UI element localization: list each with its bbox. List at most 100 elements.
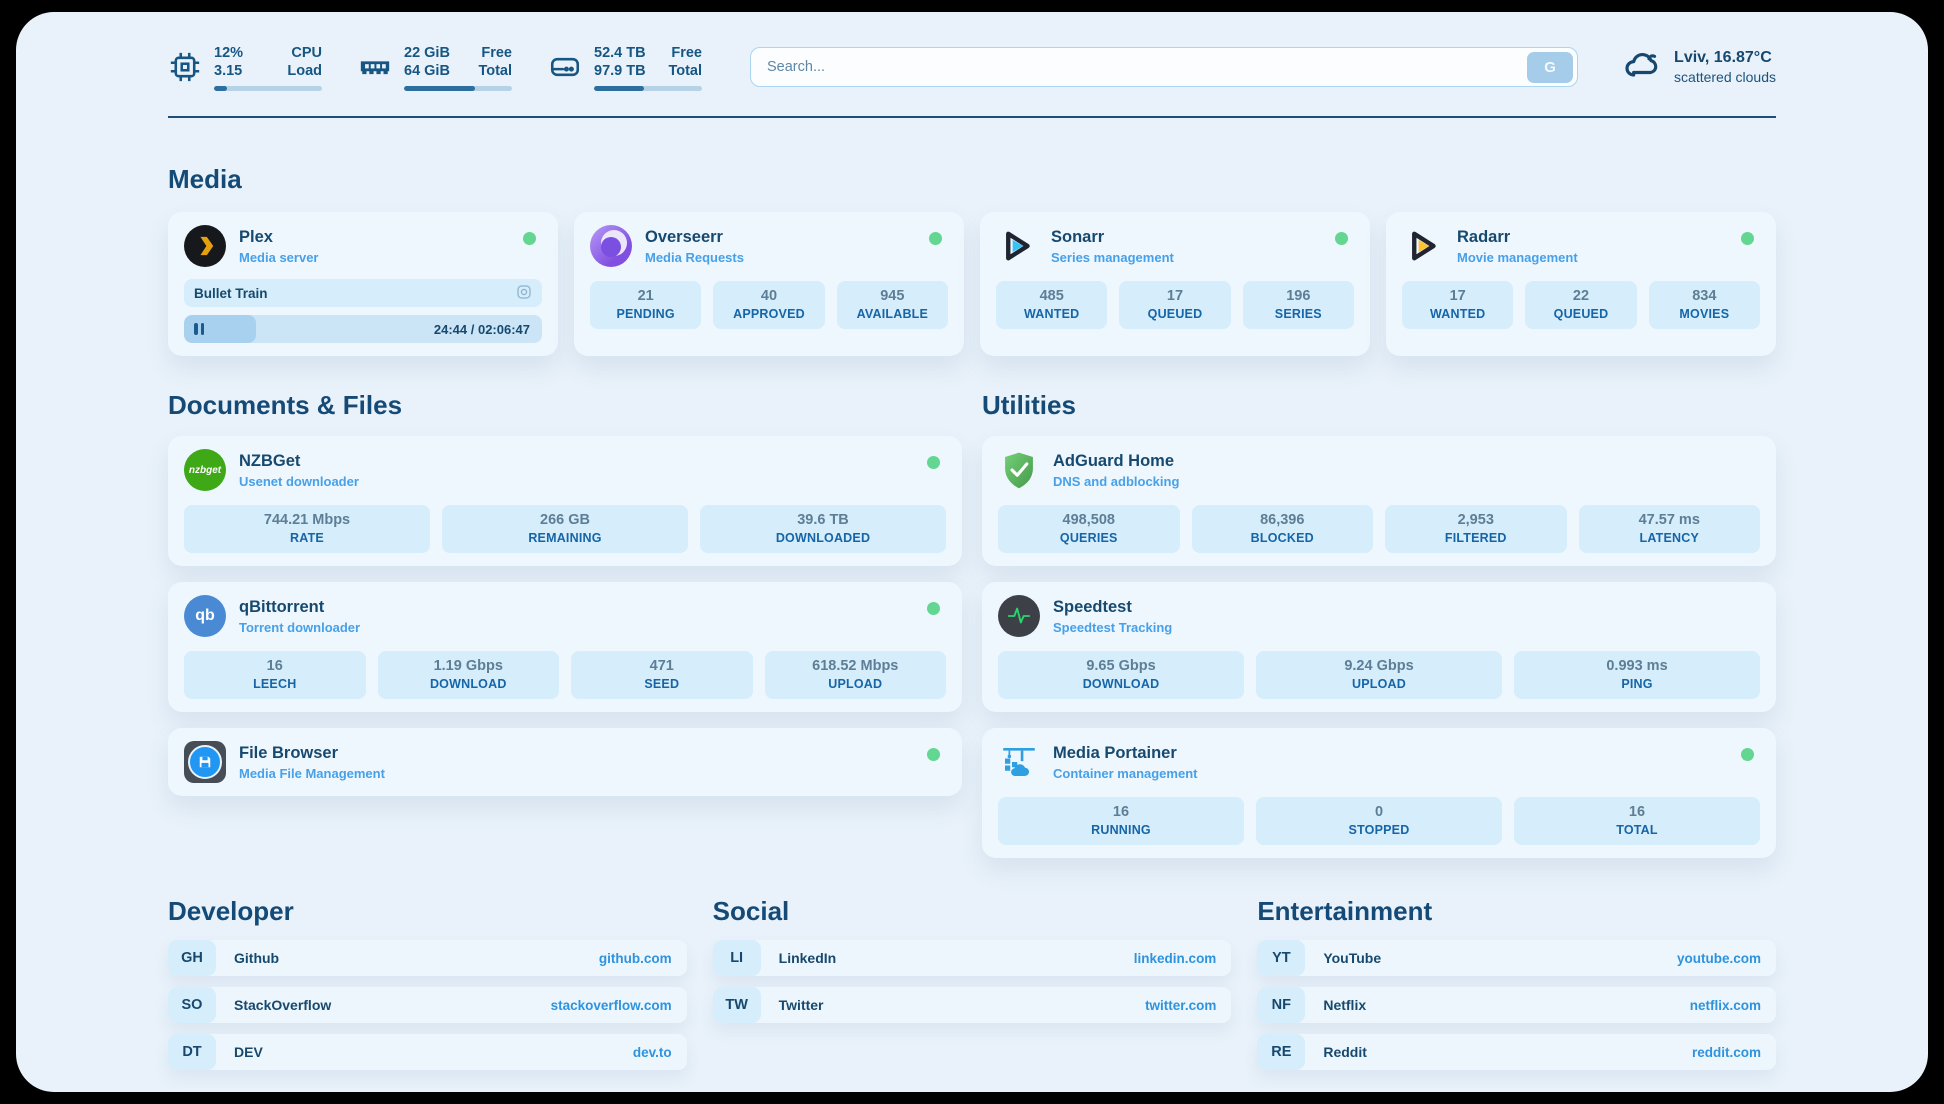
memory-stat: 22 GiB 64 GiB Free Total xyxy=(358,44,512,91)
speedtest-icon xyxy=(998,595,1040,637)
card-title: NZBGet xyxy=(239,451,301,470)
cpu-icon xyxy=(168,50,202,84)
developer-section: Developer GH Github github.com SO StackO… xyxy=(168,896,687,1081)
disk-label-2: Total xyxy=(668,62,702,79)
search-engine-button[interactable]: G xyxy=(1527,51,1574,83)
card-qbittorrent[interactable]: qb qBittorrent Torrent downloader 16 LEE… xyxy=(168,582,962,712)
stat-leech: 16 LEECH xyxy=(184,651,366,699)
system-stats: 12% 3.15 CPU Load xyxy=(168,44,702,91)
ram-total-value: 64 GiB xyxy=(404,62,450,79)
section-title-documents: Documents & Files xyxy=(168,390,403,420)
now-playing-title: Bullet Train xyxy=(194,285,268,301)
disk-icon xyxy=(548,50,582,84)
link-url: github.com xyxy=(598,950,672,966)
link-url: dev.to xyxy=(632,1044,672,1060)
stat-blocked: 86,396 BLOCKED xyxy=(1191,505,1373,553)
social-section: Social LI LinkedIn linkedin.com TW Twitt… xyxy=(712,896,1232,1081)
card-radarr[interactable]: Radarr Movie management 17 WANTED 22 QUE… xyxy=(1386,212,1776,356)
disk-total-value: 97.9 TB xyxy=(594,62,646,79)
card-plex[interactable]: Plex Media server Bullet Train 24:44 / 0… xyxy=(168,212,558,356)
link-twitter[interactable]: TW Twitter twitter.com xyxy=(712,987,1232,1023)
playback-progress-bar: 24:44 / 02:06:47 xyxy=(184,315,542,343)
link-name: Netflix xyxy=(1323,997,1367,1013)
dashboard: 12% 3.15 CPU Load xyxy=(16,12,1928,1092)
card-adguard[interactable]: AdGuard Home DNS and adblocking 498,508 … xyxy=(982,436,1776,566)
card-filebrowser[interactable]: File Browser Media File Management xyxy=(168,728,962,796)
disk-free-value: 52.4 TB xyxy=(594,44,646,61)
link-abbr: LI xyxy=(712,940,761,976)
weather-widget: Lviv, 16.87°C scattered clouds xyxy=(1622,45,1776,90)
card-subtitle: Movie management xyxy=(1457,249,1578,265)
stat-downloaded: 39.6 TB DOWNLOADED xyxy=(700,505,946,553)
link-name: Github xyxy=(234,950,280,966)
filebrowser-icon xyxy=(184,741,226,783)
now-playing-row: Bullet Train xyxy=(184,279,542,307)
status-dot xyxy=(927,748,940,761)
entertainment-section: Entertainment YT YouTube youtube.com NF … xyxy=(1257,896,1776,1081)
stat-stopped: 0 STOPPED xyxy=(1256,797,1502,845)
link-name: StackOverflow xyxy=(234,997,332,1013)
card-title: qBittorrent xyxy=(239,597,325,616)
card-nzbget[interactable]: nzbget NZBGet Usenet downloader 744.21 M… xyxy=(168,436,962,566)
qbittorrent-icon: qb xyxy=(184,595,226,637)
link-name: Twitter xyxy=(778,997,824,1013)
adguard-icon xyxy=(998,449,1040,491)
overseerr-icon xyxy=(590,225,632,267)
card-sonarr[interactable]: Sonarr Series management 485 WANTED 17 Q… xyxy=(980,212,1370,356)
status-dot xyxy=(1335,232,1348,245)
stat-wanted: 485 WANTED xyxy=(996,281,1108,329)
link-url: linkedin.com xyxy=(1133,950,1217,966)
cpu-stat: 12% 3.15 CPU Load xyxy=(168,44,322,91)
link-github[interactable]: GH Github github.com xyxy=(168,940,687,976)
stat-rate: 744.21 Mbps RATE xyxy=(184,505,430,553)
link-url: twitter.com xyxy=(1145,997,1217,1013)
card-title: Overseerr xyxy=(645,227,723,246)
card-subtitle: Container management xyxy=(1053,765,1198,781)
link-reddit[interactable]: RE Reddit reddit.com xyxy=(1257,1034,1776,1070)
portainer-icon xyxy=(998,741,1040,783)
sonarr-icon xyxy=(996,225,1038,267)
disk-progress-bar xyxy=(594,85,702,91)
link-abbr: GH xyxy=(168,940,216,976)
header-divider xyxy=(168,116,1776,118)
link-name: YouTube xyxy=(1323,950,1382,966)
stat-latency: 47.57 ms LATENCY xyxy=(1578,505,1760,553)
link-netflix[interactable]: NF Netflix netflix.com xyxy=(1257,987,1776,1023)
stat-download: 9.65 Gbps DOWNLOAD xyxy=(998,651,1244,699)
utilities-column: Utilities xyxy=(982,390,1776,858)
stat-queued: 22 QUEUED xyxy=(1525,281,1637,329)
top-bar: 12% 3.15 CPU Load xyxy=(168,12,1776,96)
search-input[interactable] xyxy=(750,47,1579,87)
card-title: Speedtest xyxy=(1053,597,1132,616)
plex-icon xyxy=(184,225,226,267)
search-bar: G xyxy=(750,47,1579,87)
stat-queries: 498,508 QUERIES xyxy=(998,505,1180,553)
ram-label-1: Free xyxy=(481,44,512,61)
card-subtitle: Media File Management xyxy=(239,765,385,781)
card-title: File Browser xyxy=(239,743,339,762)
stat-series: 196 SERIES xyxy=(1242,281,1354,329)
card-speedtest[interactable]: Speedtest Speedtest Tracking 9.65 Gbps D… xyxy=(982,582,1776,712)
card-subtitle: Torrent downloader xyxy=(239,619,361,635)
pause-icon[interactable] xyxy=(194,323,204,335)
section-title-media: Media xyxy=(168,164,242,194)
link-url: reddit.com xyxy=(1691,1044,1761,1060)
link-youtube[interactable]: YT YouTube youtube.com xyxy=(1257,940,1776,976)
documents-column: Documents & Files nzbget NZBGet Usenet d… xyxy=(168,390,962,858)
stat-approved: 40 APPROVED xyxy=(713,281,825,329)
card-title: Radarr xyxy=(1457,227,1511,246)
link-name: LinkedIn xyxy=(778,950,837,966)
card-portainer[interactable]: Media Portainer Container management 16 … xyxy=(982,728,1776,858)
link-dev[interactable]: DT DEV dev.to xyxy=(168,1034,687,1070)
status-dot xyxy=(929,232,942,245)
status-dot xyxy=(927,456,940,469)
stat-filtered: 2,953 FILTERED xyxy=(1385,505,1567,553)
card-overseerr[interactable]: Overseerr Media Requests 21 PENDING 40 A… xyxy=(574,212,964,356)
stat-available: 945 AVAILABLE xyxy=(836,281,948,329)
cpu-label-1: CPU xyxy=(291,44,322,61)
link-stackoverflow[interactable]: SO StackOverflow stackoverflow.com xyxy=(168,987,687,1023)
status-dot xyxy=(1741,748,1754,761)
section-title-entertainment: Entertainment xyxy=(1257,896,1433,926)
weather-condition: scattered clouds xyxy=(1674,69,1776,85)
link-linkedin[interactable]: LI LinkedIn linkedin.com xyxy=(712,940,1232,976)
